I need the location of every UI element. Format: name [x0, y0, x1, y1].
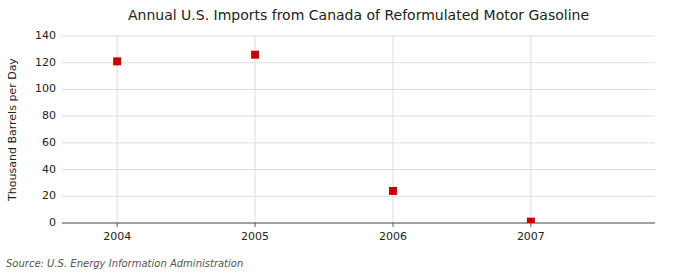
x-tick-label: 2006	[379, 230, 407, 243]
y-grid-line	[62, 116, 655, 117]
chart-container: 0 20 40 60 80 100 120 140 2004 2005 2006 2007 Annual…	[0, 0, 675, 275]
y-grid-line	[62, 36, 655, 37]
title: Annual U.S. Imports from Canada of Refor…	[128, 7, 589, 23]
points	[113, 51, 535, 223]
x-tick-label: 2007	[517, 230, 545, 243]
y-grid-line	[62, 62, 655, 63]
y-tick-label: 80	[42, 109, 56, 122]
y-tick-label: 140	[35, 29, 56, 42]
y-tick-label: 0	[49, 216, 56, 229]
y-grid-line	[62, 89, 655, 90]
point	[389, 187, 397, 195]
point	[527, 218, 535, 223]
y-grid-line	[62, 223, 655, 224]
y-tick-label: 20	[42, 189, 56, 202]
x-axis-line	[62, 223, 655, 224]
x-grid-line	[530, 36, 531, 223]
y-axis-label: Thousand Barrels per Day	[6, 58, 19, 202]
point	[251, 51, 259, 59]
x-grid-line	[392, 36, 393, 223]
y-axis: 0 20 40 60 80 100 120 140	[35, 29, 56, 229]
y-tick-label: 60	[42, 136, 56, 149]
y-tick-label: 40	[42, 163, 56, 176]
source-note: Source: U.S. Energy Information Administ…	[6, 258, 243, 269]
grid	[62, 36, 655, 223]
x-tick-label: 2004	[103, 230, 131, 243]
y-grid-line	[62, 196, 655, 197]
point	[113, 57, 121, 65]
x-tick	[392, 223, 393, 227]
y-grid-line	[62, 142, 655, 143]
chart-svg: 0 20 40 60 80 100 120 140 2004 2005 2006 2007 Annual…	[0, 0, 675, 275]
x-tick	[117, 223, 118, 227]
x-axis: 2004 2005 2006 2007	[62, 223, 655, 243]
x-tick	[530, 223, 531, 227]
x-tick-label: 2005	[241, 230, 269, 243]
y-tick-label: 100	[35, 82, 56, 95]
y-grid-line	[62, 169, 655, 170]
x-grid-line	[255, 36, 256, 223]
x-tick	[255, 223, 256, 227]
y-tick-label: 120	[35, 56, 56, 69]
